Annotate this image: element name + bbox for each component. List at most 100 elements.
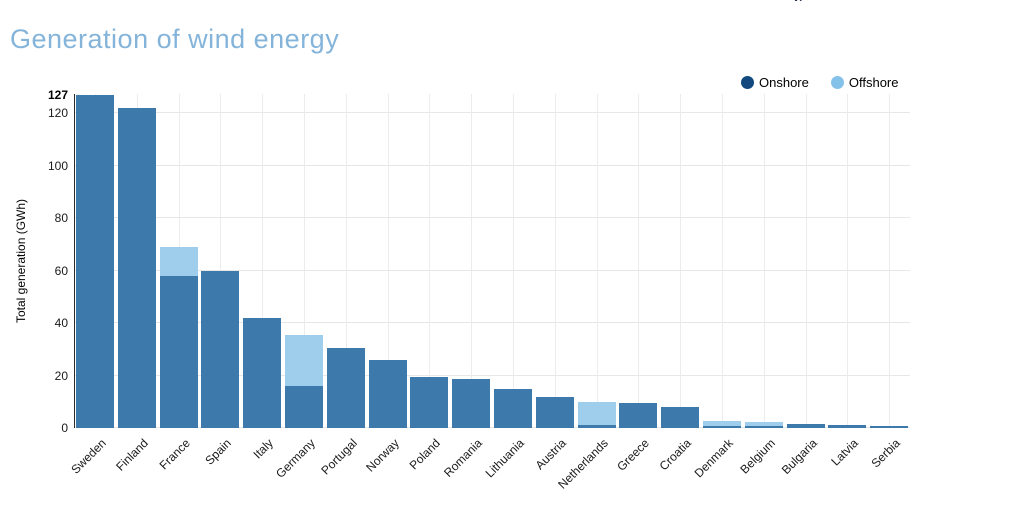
gridline-v bbox=[512, 94, 514, 428]
bar-segment-onshore[interactable] bbox=[828, 425, 867, 428]
x-label-spain: Spain bbox=[202, 436, 235, 468]
gridline-v bbox=[262, 94, 264, 428]
bar-segment-offshore[interactable] bbox=[284, 334, 323, 386]
gridline-v bbox=[429, 94, 431, 428]
bar-italy[interactable] bbox=[243, 317, 282, 428]
x-label-latvia: Latvia bbox=[828, 436, 862, 469]
gridline-h-20 bbox=[74, 374, 910, 376]
bar-segment-onshore[interactable] bbox=[452, 379, 491, 428]
gridline-v bbox=[596, 94, 598, 428]
bar-segment-onshore[interactable] bbox=[744, 426, 783, 428]
bar-netherlands[interactable] bbox=[577, 401, 616, 428]
legend-item-offshore[interactable]: Offshore bbox=[830, 75, 899, 90]
y-tick-40: 40 bbox=[54, 316, 68, 330]
x-label-germany: Germany bbox=[272, 436, 318, 481]
bar-segment-onshore[interactable] bbox=[117, 107, 156, 428]
y-tick-80: 80 bbox=[54, 211, 68, 225]
bar-spain[interactable] bbox=[201, 270, 240, 428]
bar-segment-offshore[interactable] bbox=[577, 401, 616, 426]
bar-serbia[interactable] bbox=[870, 425, 909, 428]
bar-segment-onshore[interactable] bbox=[368, 359, 407, 428]
bar-france[interactable] bbox=[159, 246, 198, 428]
gridline-h-60 bbox=[74, 269, 910, 271]
x-label-finland: Finland bbox=[112, 436, 151, 474]
bar-segment-offshore[interactable] bbox=[744, 421, 783, 427]
x-label-poland: Poland bbox=[406, 436, 444, 473]
bar-croatia[interactable] bbox=[661, 407, 700, 428]
gridline-v bbox=[889, 94, 891, 428]
y-tick-60: 60 bbox=[54, 263, 68, 278]
gridline-v bbox=[387, 94, 389, 428]
bar-segment-onshore[interactable] bbox=[786, 423, 825, 428]
gridline-v bbox=[721, 94, 723, 428]
x-label-lithuania: Lithuania bbox=[482, 436, 527, 481]
bar-romania[interactable] bbox=[452, 379, 491, 428]
bar-lithuania[interactable] bbox=[493, 388, 532, 428]
chart-legend: Onshore Offshore bbox=[741, 75, 899, 90]
gridline-v bbox=[847, 94, 849, 428]
bar-segment-onshore[interactable] bbox=[870, 425, 909, 428]
bar-greece[interactable] bbox=[619, 403, 658, 428]
plot-area bbox=[74, 94, 910, 428]
y-tick-100: 100 bbox=[47, 158, 68, 173]
bar-germany[interactable] bbox=[284, 334, 323, 428]
bar-segment-onshore[interactable] bbox=[410, 376, 449, 428]
x-label-denmark: Denmark bbox=[691, 436, 736, 481]
cutoff-browser-text: vi bbox=[793, 0, 819, 5]
bar-denmark[interactable] bbox=[702, 420, 741, 428]
bar-segment-onshore[interactable] bbox=[75, 94, 114, 428]
bar-norway[interactable] bbox=[368, 359, 407, 428]
gridline-h-80 bbox=[74, 217, 910, 218]
gridline-h-100 bbox=[74, 164, 910, 166]
legend-item-onshore[interactable]: Onshore bbox=[741, 75, 809, 90]
bar-sweden[interactable] bbox=[75, 94, 114, 428]
bar-segment-onshore[interactable] bbox=[535, 396, 574, 428]
bar-belgium[interactable] bbox=[744, 421, 783, 428]
y-axis-line bbox=[74, 94, 75, 428]
x-label-greece: Greece bbox=[614, 436, 653, 474]
offshore-legend-dot-icon bbox=[830, 76, 844, 89]
y-tick-120: 120 bbox=[47, 106, 68, 120]
bar-segment-onshore[interactable] bbox=[493, 388, 532, 428]
y-tick-0: 0 bbox=[61, 421, 68, 435]
bar-segment-onshore[interactable] bbox=[243, 317, 282, 428]
bar-segment-offshore[interactable] bbox=[159, 246, 198, 276]
bar-austria[interactable] bbox=[535, 396, 574, 428]
bar-bulgaria[interactable] bbox=[786, 423, 825, 428]
onshore-legend-dot-icon bbox=[741, 76, 754, 89]
gridline-v bbox=[345, 94, 347, 428]
cutoff-text: vi bbox=[793, 0, 819, 4]
bar-segment-onshore[interactable] bbox=[284, 386, 323, 428]
bar-finland[interactable] bbox=[117, 107, 156, 428]
bar-segment-onshore[interactable] bbox=[577, 425, 616, 428]
bar-segment-onshore[interactable] bbox=[702, 425, 741, 428]
bar-segment-onshore[interactable] bbox=[159, 275, 198, 428]
x-label-norway: Norway bbox=[362, 436, 402, 475]
bar-poland[interactable] bbox=[410, 376, 449, 428]
gridline-h-40 bbox=[74, 322, 910, 323]
gridline-v bbox=[220, 94, 222, 428]
x-label-france: France bbox=[156, 436, 193, 473]
gridline-h-0 bbox=[74, 427, 910, 428]
gridline-v bbox=[680, 94, 682, 428]
x-label-netherlands: Netherlands bbox=[554, 436, 611, 492]
legend-label: Onshore bbox=[759, 75, 809, 90]
y-tick-127: 127 bbox=[47, 87, 68, 102]
bar-latvia[interactable] bbox=[828, 425, 867, 428]
bar-portugal[interactable] bbox=[326, 347, 365, 428]
gridline-v bbox=[554, 94, 556, 428]
bar-segment-onshore[interactable] bbox=[201, 270, 240, 428]
gridline-v bbox=[638, 94, 640, 428]
bar-segment-offshore[interactable] bbox=[702, 420, 741, 426]
x-label-austria: Austria bbox=[532, 436, 569, 473]
legend-label: Offshore bbox=[848, 75, 899, 90]
x-label-sweden: Sweden bbox=[68, 436, 109, 477]
gridline-v bbox=[763, 94, 765, 428]
bar-segment-onshore[interactable] bbox=[661, 407, 700, 428]
bar-segment-onshore[interactable] bbox=[326, 347, 365, 428]
gridline-v bbox=[805, 94, 807, 428]
gridline-v bbox=[303, 94, 305, 428]
bar-segment-onshore[interactable] bbox=[619, 403, 658, 428]
page-title: Generation of wind energy bbox=[10, 24, 340, 54]
